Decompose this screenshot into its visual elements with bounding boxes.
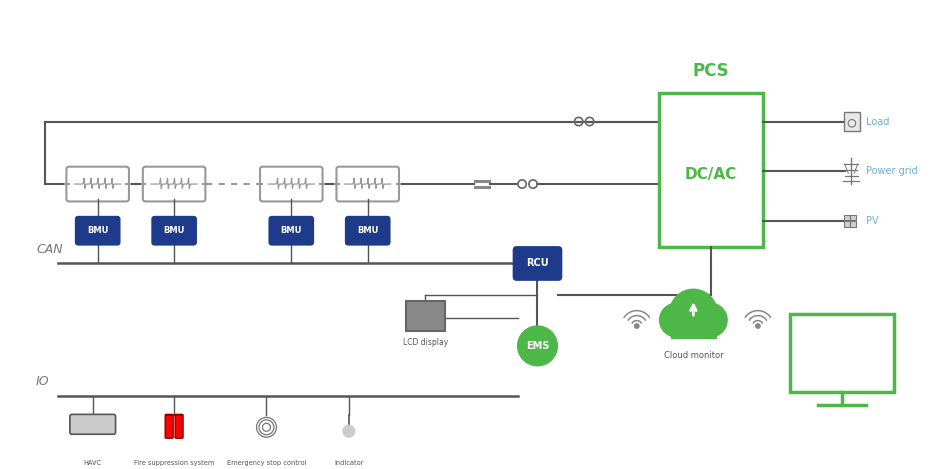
FancyBboxPatch shape	[345, 216, 390, 246]
Text: RCU: RCU	[526, 258, 549, 268]
Text: HAVC: HAVC	[84, 460, 102, 466]
FancyBboxPatch shape	[844, 112, 859, 131]
Circle shape	[517, 326, 558, 366]
FancyBboxPatch shape	[268, 216, 314, 246]
Text: Cloud monitor: Cloud monitor	[663, 351, 723, 360]
FancyBboxPatch shape	[336, 166, 399, 201]
Text: Emergency stop control: Emergency stop control	[227, 460, 306, 466]
FancyBboxPatch shape	[143, 166, 205, 201]
Bar	[844, 214, 850, 220]
Bar	[844, 221, 850, 227]
FancyBboxPatch shape	[260, 166, 322, 201]
FancyBboxPatch shape	[175, 415, 183, 438]
FancyBboxPatch shape	[790, 314, 895, 392]
Text: Indicator: Indicator	[334, 460, 363, 466]
FancyBboxPatch shape	[513, 246, 562, 281]
Text: PCS: PCS	[692, 62, 729, 80]
Text: BMU: BMU	[357, 226, 378, 235]
Text: Load: Load	[866, 116, 889, 127]
FancyBboxPatch shape	[406, 301, 445, 332]
Text: Fire suppression system: Fire suppression system	[134, 460, 214, 466]
Circle shape	[634, 324, 639, 328]
Text: Power grid: Power grid	[866, 166, 918, 176]
Bar	[851, 214, 856, 220]
Text: IO: IO	[36, 375, 50, 387]
Text: LCD display: LCD display	[403, 338, 448, 347]
Text: DC/AC: DC/AC	[685, 167, 737, 182]
Circle shape	[343, 425, 355, 437]
FancyBboxPatch shape	[151, 216, 197, 246]
Text: EMS: EMS	[526, 341, 549, 351]
Text: BMU: BMU	[280, 226, 302, 235]
Text: CAN: CAN	[36, 242, 63, 256]
FancyBboxPatch shape	[70, 415, 116, 434]
FancyBboxPatch shape	[75, 216, 120, 246]
Bar	[671, 320, 716, 338]
Text: BMU: BMU	[163, 226, 185, 235]
Circle shape	[670, 289, 717, 337]
Circle shape	[659, 303, 693, 337]
FancyBboxPatch shape	[66, 166, 129, 201]
FancyBboxPatch shape	[165, 415, 173, 438]
Circle shape	[693, 303, 727, 337]
Text: BMU: BMU	[87, 226, 108, 235]
Text: PV: PV	[866, 216, 879, 226]
Circle shape	[756, 324, 760, 328]
FancyBboxPatch shape	[658, 93, 763, 247]
Bar	[851, 221, 856, 227]
